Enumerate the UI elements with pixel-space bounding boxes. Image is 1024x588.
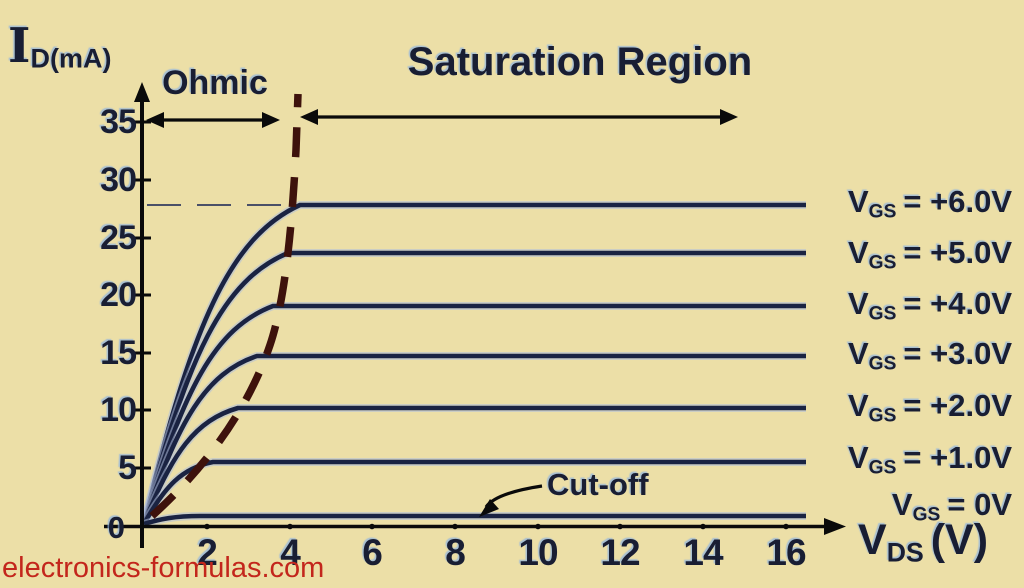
x-tick-10: 10 [518, 532, 558, 573]
cutoff-pointer-arrow [479, 484, 543, 517]
y-tick-35: 35 [100, 103, 137, 141]
y-tick-5: 5 [118, 449, 137, 487]
vgs-value: = +3.0V [903, 336, 1012, 371]
curve-label-vgs-5: VGS = +5.0V [692, 235, 1012, 274]
vds-symbol: V [858, 516, 887, 564]
y-tick-30: 30 [100, 161, 137, 199]
x-tick-4: 4 [280, 532, 301, 573]
curve-label-vgs-1: VGS = +1.0V [692, 440, 1012, 479]
vgs-subscript: GS [868, 201, 897, 223]
ohmic-region-arrow [146, 112, 280, 128]
vgs-symbol: V [847, 235, 869, 270]
y-tick-0: 0 [107, 510, 125, 545]
saturation-region-label: Saturation Region [407, 40, 753, 84]
vgs-value: = +4.0V [903, 286, 1012, 321]
vgs-symbol: V [847, 184, 869, 219]
vgs-value: = +1.0V [903, 440, 1012, 475]
x-tick-marks [204, 523, 789, 530]
vgs-subscript: GS [912, 504, 941, 526]
vgs-symbol: V [847, 286, 869, 321]
vgs-value: = +2.0V [903, 388, 1012, 423]
y-tick-25: 25 [100, 219, 137, 257]
vds-subscript: DS [886, 537, 924, 568]
curve-label-vgs-0: VGS = 0V [692, 487, 1012, 526]
y-tick-marks [133, 120, 151, 470]
x-tick-8: 8 [445, 532, 466, 573]
vgs-symbol: V [847, 336, 869, 371]
y-tick-10: 10 [100, 391, 137, 429]
vgs-subscript: GS [868, 353, 897, 375]
ohmic-region-label: Ohmic [162, 64, 268, 102]
curve-label-vgs-4: VGS = +4.0V [692, 286, 1012, 325]
curve-label-vgs-6: VGS = +6.0V [692, 184, 1012, 223]
vgs-subscript: GS [868, 457, 897, 479]
curve-vgs-2 [141, 405, 806, 525]
vgs-subscript: GS [868, 303, 897, 325]
curve-family [140, 201, 806, 528]
y-axis-title: ID(mA) [8, 18, 111, 74]
curve-vgs-0 [143, 513, 806, 527]
vgs-symbol: V [847, 440, 869, 475]
x-tick-6: 6 [362, 532, 383, 573]
y-axis-arrowhead-icon [134, 82, 150, 102]
x-tick-12: 12 [600, 532, 640, 573]
cutoff-label: Cut-off [547, 467, 649, 502]
watermark-text: electronics-formulas.com [2, 552, 325, 584]
x-axis-arrowhead-icon [824, 518, 846, 535]
y-tick-15: 15 [100, 334, 137, 372]
y-tick-20: 20 [100, 276, 137, 314]
vgs-symbol: V [891, 487, 913, 522]
curve-label-vgs-2: VGS = +2.0V [692, 388, 1012, 427]
curve-label-vgs-3: VGS = +3.0V [692, 336, 1012, 375]
vgs-subscript: GS [868, 252, 897, 274]
x-axis-title: VDS (V) [858, 516, 988, 568]
x-tick-2: 2 [197, 532, 218, 573]
region-boundary-dashed-line [149, 93, 302, 519]
y-axis-title-symbol: I [8, 18, 31, 74]
vgs-symbol: V [847, 388, 869, 423]
vgs-subscript: GS [868, 405, 897, 427]
saturation-region-arrow [300, 109, 738, 125]
x-tick-16: 16 [766, 532, 806, 573]
vgs-value: = +5.0V [903, 235, 1012, 270]
x-tick-14: 14 [683, 532, 723, 573]
vgs-value: = +6.0V [903, 184, 1012, 219]
curve-vgs-1 [141, 459, 806, 526]
y-axis-title-subscript: D(mA) [30, 43, 112, 74]
vgs-value: = 0V [947, 487, 1012, 522]
vds-unit: (V) [930, 516, 989, 564]
